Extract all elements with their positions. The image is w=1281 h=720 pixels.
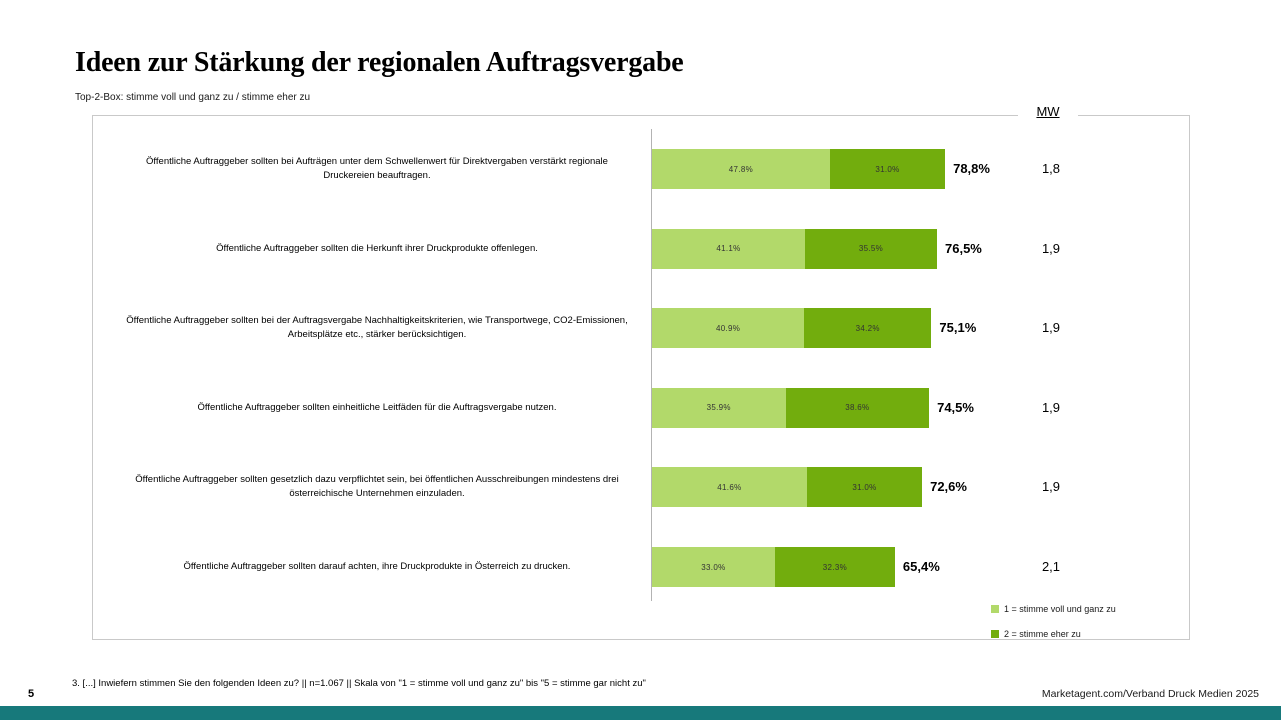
top2-total-label: 75,1% [939,320,977,336]
source-credit: Marketagent.com/Verband Druck Medien 202… [1041,688,1259,700]
legend-swatch-eher [991,629,999,638]
bar-segment-voll-und-ganz: 40.9% [652,308,805,349]
top2-total-label: 74,5% [937,399,974,415]
category-label: Öffentliche Auftraggeber sollten bei der… [126,315,628,341]
bar-segment-eher: 35.5% [804,228,937,269]
bar-segment-voll-und-ganz: 47.8% [652,149,830,189]
category-label: Öffentliche Auftraggeber sollten bei Auf… [146,156,608,181]
stacked-bar: 35.9% 38.6% [652,387,930,428]
bar-segment-voll-und-ganz: 35.9% [652,387,786,428]
footnote: 3. [...] Inwiefern stimmen Sie den folge… [72,678,646,689]
segment-value-label: 32.3% [822,562,847,572]
mw-column-header: MW [1018,104,1078,119]
chart-row: Öffentliche Auftraggeber sollten bei der… [93,308,1189,349]
mw-value: 1,8 [1041,161,1061,176]
top2-total-label: 72,6% [930,479,967,495]
legend-item-eher: 2 = stimme eher zu [991,621,1116,646]
bar-segment-eher: 31.0% [829,149,946,189]
segment-value-label: 31.0% [852,482,877,492]
category-label: Öffentliche Auftraggeber sollten einheit… [197,401,557,413]
legend-label-eher: 2 = stimme eher zu [1004,628,1081,639]
legend-swatch-voll-und-ganz [991,604,999,613]
mw-value: 1,9 [1041,479,1061,495]
top2-total-label: 65,4% [902,559,940,574]
segment-value-label: 31.0% [875,164,900,174]
bar-segment-eher: 34.2% [804,308,932,349]
segment-value-label: 41.6% [717,482,742,492]
bar-segment-eher: 38.6% [785,387,930,428]
mw-value: 1,9 [1041,240,1061,256]
mw-value: 2,1 [1041,559,1061,574]
segment-value-label: 35.5% [858,244,884,254]
segment-value-label: 33.0% [701,562,726,572]
legend-label-voll-und-ganz: 1 = stimme voll und ganz zu [1004,603,1116,614]
top2-total-label: 76,5% [945,240,982,256]
segment-value-label: 34.2% [855,323,880,333]
stacked-bar: 47.8% 31.0% [652,149,946,189]
segment-value-label: 38.6% [845,403,870,413]
stacked-bar: 33.0% 32.3% [652,547,895,587]
legend-item-top2: 1 = stimme voll und ganz zu [991,596,1116,621]
bar-segment-voll-und-ganz: 41.6% [652,467,807,508]
category-label: Öffentliche Auftraggeber sollten die Her… [216,242,538,254]
subtitle: Top-2-Box: stimme voll und ganz zu / sti… [75,92,311,103]
segment-value-label: 47.8% [728,164,753,174]
mw-value: 1,9 [1041,399,1061,415]
stacked-bar: 41.6% 31.0% [652,467,923,508]
segment-value-label: 40.9% [715,323,741,333]
mw-value: 1,9 [1041,320,1061,336]
bar-segment-voll-und-ganz: 41.1% [652,228,805,269]
segment-value-label: 41.1% [716,244,741,254]
chart-row: Öffentliche Auftraggeber sollten einheit… [93,387,1189,428]
top2-total-label: 78,8% [953,161,990,176]
stacked-bar: 41.1% 35.5% [652,228,937,269]
bar-segment-voll-und-ganz: 33.0% [652,547,775,587]
chart-row: Öffentliche Auftraggeber sollten bei Auf… [93,149,1189,189]
chart-row: Öffentliche Auftraggeber sollten darauf … [93,547,1189,587]
page-title: Ideen zur Stärkung der regionalen Auftra… [75,47,684,78]
segment-value-label: 35.9% [706,403,731,413]
category-label: Öffentliche Auftraggeber sollten darauf … [183,561,571,573]
legend: 1 = stimme voll und ganz zu 2 = stimme e… [991,596,1116,646]
bar-segment-eher: 32.3% [774,547,895,587]
chart-row: Öffentliche Auftraggeber sollten gesetzl… [93,467,1189,508]
page-number: 5 [28,688,35,700]
axis-baseline [651,129,652,601]
chart-area: Öffentliche Auftraggeber sollten bei Auf… [92,115,1190,640]
chart-row: Öffentliche Auftraggeber sollten die Her… [93,228,1189,269]
stacked-bar: 40.9% 34.2% [652,308,932,349]
footer-accent-bar [0,706,1281,720]
category-label: Öffentliche Auftraggeber sollten gesetzl… [135,474,619,500]
bar-segment-eher: 31.0% [806,467,923,508]
